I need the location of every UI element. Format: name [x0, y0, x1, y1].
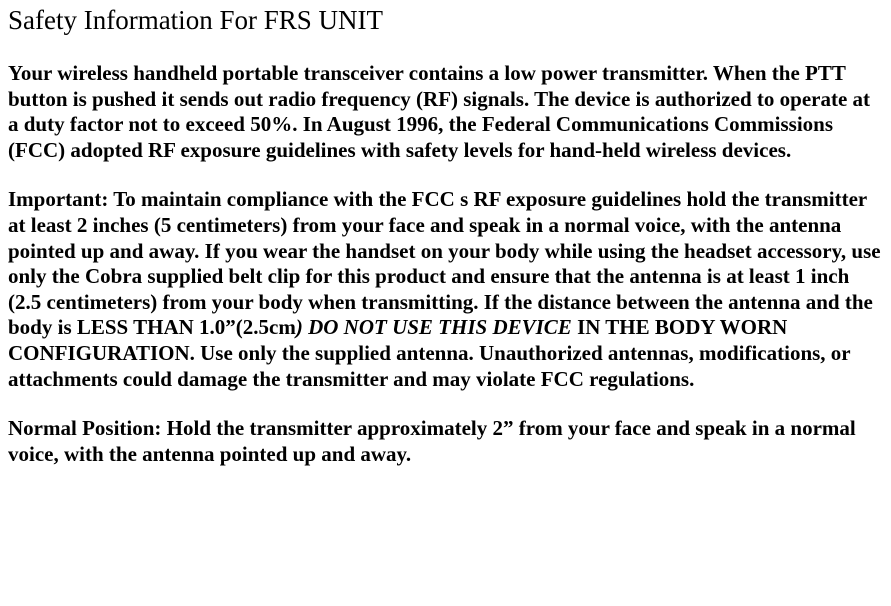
paragraph-normal-position: Normal Position: Hold the transmitter ap…	[8, 416, 883, 467]
paragraph-intro: Your wireless handheld portable transcei…	[8, 61, 883, 163]
document-page: Safety Information For FRS UNIT Your wir…	[0, 0, 891, 475]
page-title: Safety Information For FRS UNIT	[8, 4, 883, 37]
paragraph-important-warning: ) DO NOT USE THIS DEVICE	[296, 315, 577, 339]
paragraph-important: Important: To maintain compliance with t…	[8, 187, 883, 392]
